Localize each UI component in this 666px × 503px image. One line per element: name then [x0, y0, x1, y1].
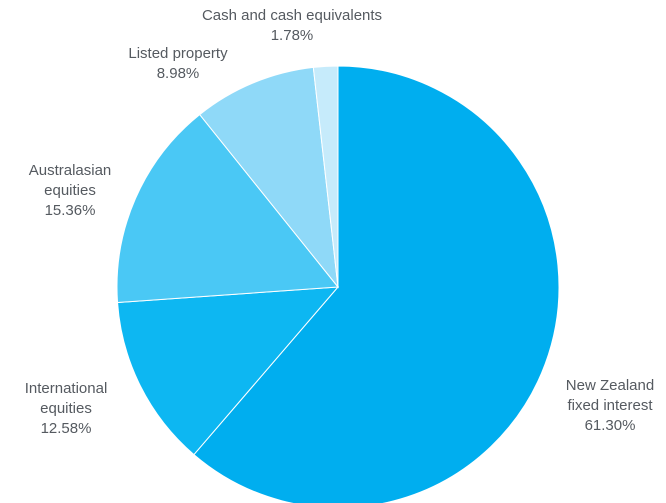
slice-label-international-equities: International equities 12.58%	[25, 380, 108, 437]
slice-percent-label: 8.98%	[157, 65, 200, 82]
pie-slice-listed-property	[199, 66, 339, 289]
slice-percent-label: 12.58%	[41, 420, 92, 437]
slice-name-label: New Zealand	[566, 377, 654, 394]
slice-name-label: Australasian	[29, 162, 112, 179]
pie-slice-international-equities	[117, 286, 340, 456]
slice-name-label: fixed interest	[567, 397, 653, 414]
slice-percent-label: 1.78%	[271, 27, 314, 44]
slice-name-label: equities	[44, 182, 96, 199]
slice-label-new-zealand-fixed-interest: New Zealand fixed interest 61.30%	[566, 377, 654, 434]
pie-slice-new-zealand-fixed-interest	[193, 65, 560, 503]
slice-label-australasian-equities: Australasian equities 15.36%	[29, 162, 112, 219]
pie-slice-australasian-equities	[116, 113, 339, 304]
slice-name-label: Listed property	[128, 45, 228, 62]
slice-name-label: International	[25, 380, 108, 397]
pie-labels: New Zealand fixed interest 61.30% Internati…	[25, 7, 654, 437]
pie-slices	[116, 65, 560, 503]
slice-percent-label: 15.36%	[45, 202, 96, 219]
pie-slice-cash-and-cash-equivalents	[312, 65, 339, 288]
slice-label-listed-property: Listed property 8.98%	[128, 45, 228, 82]
slice-label-cash-and-cash-equivalents: Cash and cash equivalents 1.78%	[202, 7, 382, 44]
slice-name-label: Cash and cash equivalents	[202, 7, 382, 24]
slice-percent-label: 61.30%	[585, 417, 636, 434]
slice-name-label: equities	[40, 400, 92, 417]
